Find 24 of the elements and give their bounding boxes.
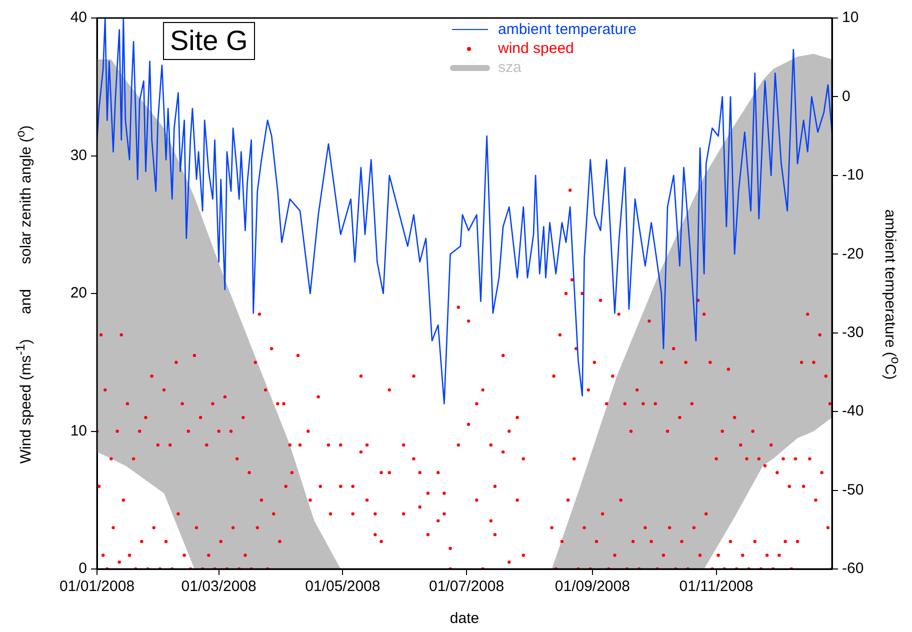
y-tick-label: 20 (70, 284, 87, 302)
x-tick-label: 01/11/2008 (679, 578, 754, 596)
y2-tick-label: 10 (842, 9, 859, 26)
y-tick-label: 10 (70, 422, 87, 440)
y-tick-label: 0 (78, 560, 87, 578)
x-tick-label: 01/03/2008 (181, 578, 256, 596)
y-tick-label: 40 (70, 9, 87, 26)
y2-tick-label: -40 (842, 402, 864, 420)
legend-label: ambient temperature (498, 20, 636, 39)
x-axis-title: date (450, 610, 480, 628)
y2-tick-label: -20 (842, 245, 864, 262)
annotation: Site G (163, 22, 255, 60)
y2-tick-label: -30 (842, 324, 864, 341)
x-tick-label: 01/05/2008 (305, 578, 380, 596)
legend-label: sza (498, 58, 522, 77)
y2-tick-label: -10 (842, 166, 864, 184)
y2-tick-label: -50 (842, 481, 864, 498)
legend-label: wind speed (498, 39, 574, 58)
x-tick-label: 01/09/2008 (554, 578, 630, 596)
y-tick-label: 30 (70, 146, 87, 164)
y2-tick-label: 0 (842, 88, 850, 105)
x-tick-label: 01/07/2008 (428, 578, 504, 596)
x-tick-label: 01/01/2008 (59, 578, 135, 596)
y2-tick-label: -60 (842, 560, 864, 578)
